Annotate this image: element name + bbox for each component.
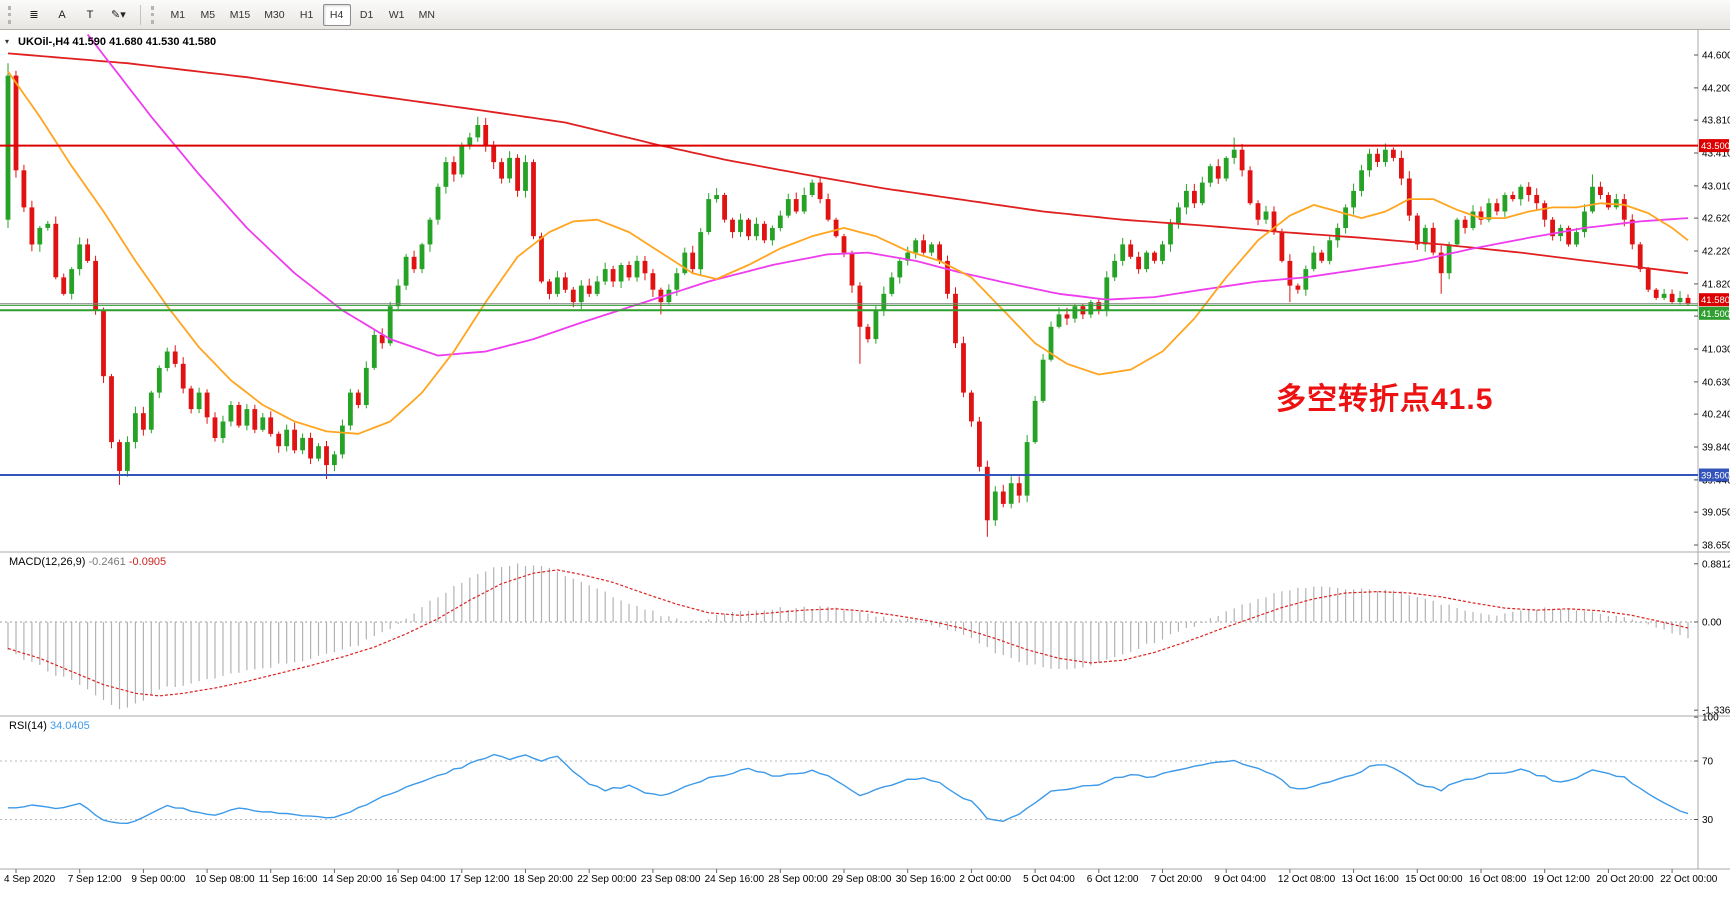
macd-signal-line xyxy=(7,569,1689,697)
svg-text:42.620: 42.620 xyxy=(1702,214,1730,225)
x-axis-label: 7 Sep 12:00 xyxy=(68,874,122,885)
indicators-list-button[interactable]: ≣ xyxy=(21,4,47,26)
svg-text:44.200: 44.200 xyxy=(1702,83,1730,94)
rsi-value: 34.0405 xyxy=(49,720,90,732)
svg-text:43.010: 43.010 xyxy=(1702,181,1730,192)
timeframe-button-d1[interactable]: D1 xyxy=(353,4,381,26)
svg-text:41.580: 41.580 xyxy=(1701,295,1730,306)
svg-text:70: 70 xyxy=(1702,757,1714,768)
timeframe-button-m15[interactable]: M15 xyxy=(224,4,256,26)
ma-slow-line xyxy=(7,52,1689,275)
chart-text-annotation[interactable]: 多空转折点41.5 xyxy=(1276,383,1494,416)
x-axis-label: 23 Sep 08:00 xyxy=(641,874,701,885)
rsi-panel xyxy=(0,760,1698,820)
svg-text:30: 30 xyxy=(1702,815,1714,826)
svg-text:0.8812: 0.8812 xyxy=(1702,559,1730,570)
horizontal-price-lines xyxy=(0,144,1698,476)
svg-text:100: 100 xyxy=(1702,713,1719,724)
x-axis-label: 16 Sep 04:00 xyxy=(386,874,446,885)
main-toolbar: ≣ A T ✎▾ M1 M5 M15 M30 H1 H4 D1 W1 MN xyxy=(0,0,1730,30)
macd-histogram xyxy=(7,563,1689,710)
rsi-indicator-label: RSI(14) 34.0405 xyxy=(9,720,90,732)
x-axis-label: 20 Oct 20:00 xyxy=(1596,874,1654,885)
macd-indicator-label: MACD(12,26,9) -0.2461 -0.0905 xyxy=(9,556,166,568)
svg-text:39.050: 39.050 xyxy=(1702,508,1730,519)
x-axis-label: 17 Sep 12:00 xyxy=(450,874,510,885)
text-label-tool-button[interactable]: A xyxy=(49,4,75,26)
timeframe-button-m1[interactable]: M1 xyxy=(164,4,192,26)
x-axis-label: 28 Sep 00:00 xyxy=(768,874,828,885)
svg-text:38.650: 38.650 xyxy=(1702,541,1730,552)
svg-text:41.030: 41.030 xyxy=(1702,345,1730,356)
x-axis-label: 11 Sep 16:00 xyxy=(259,874,318,885)
rsi-axis: 100 70 30 xyxy=(1694,713,1719,826)
text-box-tool-button[interactable]: T xyxy=(77,4,103,26)
candlesticks xyxy=(5,63,1691,537)
x-axis-label: 7 Oct 20:00 xyxy=(1151,874,1203,885)
x-axis-label: 16 Oct 08:00 xyxy=(1469,874,1527,885)
ma-mid-line xyxy=(86,33,1689,357)
shapes-draw-tool-button[interactable]: ✎▾ xyxy=(105,4,132,26)
x-axis-label: 10 Sep 08:00 xyxy=(195,874,255,885)
svg-text:-1.3368: -1.3368 xyxy=(1702,706,1730,717)
toolbar-grip[interactable] xyxy=(8,5,13,24)
svg-text:43.810: 43.810 xyxy=(1702,116,1730,127)
timeframe-bar: M1 M5 M15 M30 H1 H4 D1 W1 MN xyxy=(164,3,441,26)
toolbar-grip-2[interactable] xyxy=(150,5,156,24)
x-axis-label: 14 Sep 20:00 xyxy=(322,874,382,885)
svg-text:41.820: 41.820 xyxy=(1702,279,1730,290)
chart-title: ▾ UKOil-,H4 41.590 41.680 41.530 41.580 xyxy=(5,36,217,48)
time-axis: 4 Sep 2020 7 Sep 12:00 9 Sep 00:00 10 Sep 0… xyxy=(4,869,1718,885)
svg-text:44.600: 44.600 xyxy=(1702,51,1730,62)
toolbar-separator xyxy=(139,4,141,25)
rsi-line xyxy=(8,753,1689,824)
svg-text:39.840: 39.840 xyxy=(1702,443,1730,454)
panel-frame xyxy=(0,30,1730,870)
x-axis-label: 22 Sep 00:00 xyxy=(577,874,637,885)
price-badges: 43.500 41.580 41.500 39.500 xyxy=(1699,139,1730,482)
svg-text:41.500: 41.500 xyxy=(1701,309,1730,320)
ma-fast-line xyxy=(7,70,1689,435)
x-axis-label: 9 Oct 04:00 xyxy=(1214,874,1266,885)
x-axis-label: 2 Oct 00:00 xyxy=(959,874,1011,885)
symbol-ohlc-text: UKOil-,H4 41.590 41.680 41.530 41.580 xyxy=(18,36,217,48)
svg-text:43.500: 43.500 xyxy=(1701,141,1730,152)
timeframe-button-mn[interactable]: MN xyxy=(413,4,441,26)
svg-text:40.630: 40.630 xyxy=(1702,377,1730,388)
svg-text:40.240: 40.240 xyxy=(1702,410,1730,421)
macd-signal-value: -0.0905 xyxy=(128,556,167,568)
x-axis-label: 24 Sep 16:00 xyxy=(705,874,765,885)
timeframe-button-h1[interactable]: H1 xyxy=(293,4,321,26)
x-axis-label: 13 Oct 16:00 xyxy=(1342,874,1400,885)
timeframe-button-w1[interactable]: W1 xyxy=(383,4,411,26)
drawing-tools-group: ≣ A T ✎▾ xyxy=(21,4,132,26)
macd-main-value: -0.2461 xyxy=(88,556,126,568)
x-axis-label: 29 Sep 08:00 xyxy=(832,874,892,885)
svg-text:0.00: 0.00 xyxy=(1702,618,1722,629)
svg-text:39.500: 39.500 xyxy=(1701,471,1730,482)
macd-name: MACD(12,26,9) xyxy=(9,556,86,568)
x-axis-label: 22 Oct 00:00 xyxy=(1660,874,1718,885)
x-axis-label: 5 Oct 04:00 xyxy=(1023,874,1075,885)
rsi-name: RSI(14) xyxy=(9,720,47,732)
x-axis-label: 19 Oct 12:00 xyxy=(1533,874,1591,885)
x-axis-label: 12 Oct 08:00 xyxy=(1278,874,1336,885)
x-axis-label: 6 Oct 12:00 xyxy=(1087,874,1139,885)
expand-triangle-icon[interactable]: ▾ xyxy=(5,37,10,46)
x-axis-label: 9 Sep 00:00 xyxy=(131,874,185,885)
svg-text:43.410: 43.410 xyxy=(1702,149,1730,160)
timeframe-button-m5[interactable]: M5 xyxy=(194,4,222,26)
x-axis-label: 15 Oct 00:00 xyxy=(1405,874,1463,885)
timeframe-button-h4[interactable]: H4 xyxy=(322,3,351,26)
timeframe-button-m30[interactable]: M30 xyxy=(258,4,290,26)
macd-axis: 0.8812 0.00 -1.3368 xyxy=(1694,559,1730,717)
x-axis-label: 30 Sep 16:00 xyxy=(896,874,956,885)
x-axis-label: 4 Sep 2020 xyxy=(4,874,56,885)
x-axis-label: 18 Sep 20:00 xyxy=(514,874,574,885)
svg-text:42.220: 42.220 xyxy=(1702,247,1730,258)
